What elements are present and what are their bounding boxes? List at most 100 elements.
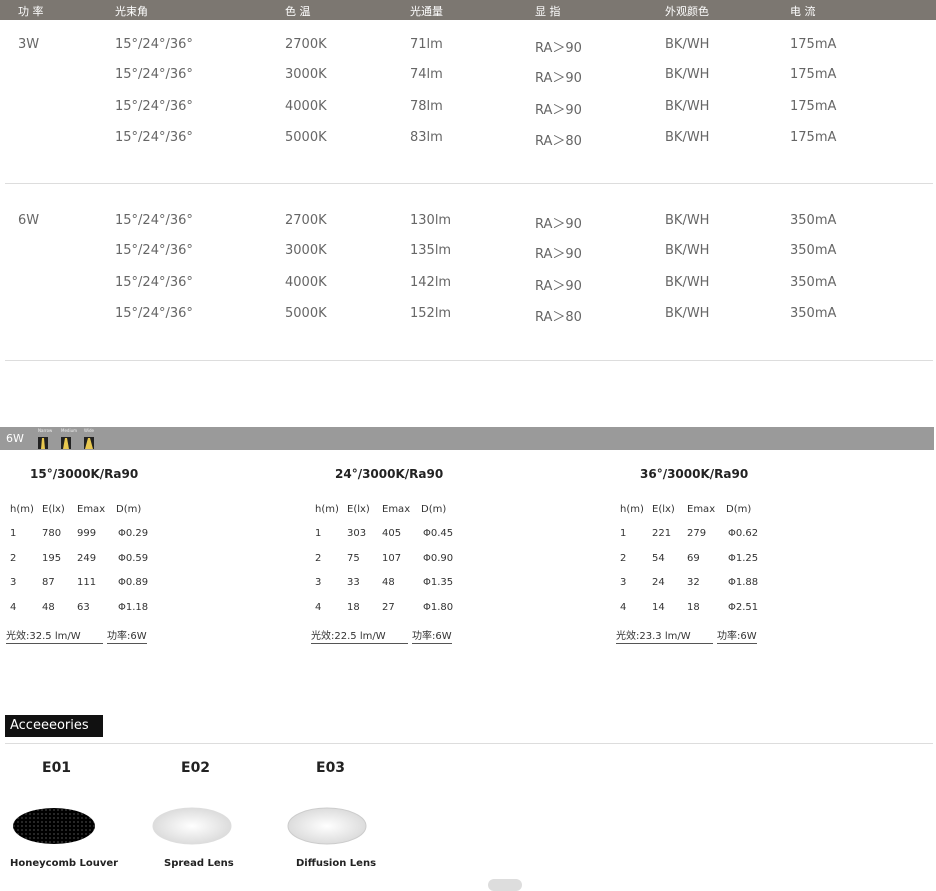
spec-cell: 5000K [285, 130, 327, 145]
divider [5, 743, 933, 744]
panel-power: 功率:6W [412, 627, 452, 644]
accessory-code: E02 [181, 760, 211, 776]
spec-cell: BK/WH [665, 275, 710, 290]
efficacy: 光效:23.3 lm/W [616, 627, 713, 644]
photometric-cell: 14 [652, 601, 665, 613]
photometric-cell: 87 [42, 577, 55, 588]
spec-cell: BK/WH [665, 213, 710, 228]
photometric-cell: 4 [10, 601, 17, 613]
photometric-cell: Φ1.88 [728, 577, 759, 588]
spec-cell: RA＞90 [535, 279, 582, 294]
spec-cell: 83lm [410, 130, 443, 145]
spec-cell: BK/WH [665, 243, 710, 258]
column-header: D(m) [421, 504, 447, 515]
column-header: 光通量 [410, 5, 443, 18]
accessory-name: Spread Lens [164, 858, 234, 869]
spec-cell: BK/WH [665, 130, 710, 145]
photometric-cell: 54 [652, 552, 665, 564]
column-header: h(m) [315, 504, 339, 515]
photometric-cell: 69 [687, 552, 700, 564]
spec-cell: 350mA [790, 243, 837, 258]
spec-cell: 74lm [410, 67, 443, 82]
spec-cell: 3000K [285, 67, 327, 82]
photometric-cell: 27 [382, 601, 395, 613]
accessories-title: Acceeeories [10, 718, 89, 733]
spec-cell: 350mA [790, 213, 837, 228]
power-label: 3W [18, 37, 40, 52]
spec-cell: 78lm [410, 99, 443, 114]
photometric-cell: 2 [315, 552, 322, 564]
spec-cell: 15°/24°/36° [115, 37, 193, 52]
spec-cell: 175mA [790, 67, 837, 82]
spec-cell: 15°/24°/36° [115, 130, 193, 145]
spec-cell: 71lm [410, 37, 443, 52]
spec-cell: 15°/24°/36° [115, 275, 193, 290]
photometric-cell: 3 [620, 577, 627, 588]
column-header: Emax [77, 504, 106, 515]
photometric-cell: 4 [315, 601, 322, 613]
column-header: 外观颜色 [665, 5, 709, 18]
accessories-title-box [5, 715, 103, 737]
column-header: D(m) [726, 504, 752, 515]
accessory-name: Honeycomb Louver [10, 858, 119, 869]
spec-cell: 15°/24°/36° [115, 213, 193, 228]
spec-cell: 4000K [285, 275, 327, 290]
spec-cell: RA＞90 [535, 103, 582, 118]
accessory-name: Diffusion Lens [296, 858, 377, 869]
photometric-cell: Φ1.18 [118, 601, 149, 613]
photometric-cell: 780 [42, 528, 62, 539]
spec-cell: 130lm [410, 213, 452, 228]
photometric-cell: 303 [347, 528, 367, 539]
scroll-button[interactable] [488, 879, 522, 891]
photometric-cell: 48 [42, 601, 55, 613]
photometric-cell: 221 [652, 528, 672, 539]
column-header: E(lx) [347, 504, 370, 515]
divider [5, 183, 933, 184]
beam-icon-label: Medium [61, 428, 77, 433]
spec-cell: RA＞90 [535, 41, 582, 56]
spec-cell: 15°/24°/36° [115, 99, 193, 114]
photometric-cell: 999 [77, 528, 97, 539]
panel-title: 36°/3000K/Ra90 [640, 467, 749, 481]
photometric-cell: 279 [687, 528, 707, 539]
panel-power: 功率:6W [107, 627, 147, 644]
photometric-cell: 1 [315, 528, 322, 539]
column-header: E(lx) [652, 504, 675, 515]
photometric-cell: 3 [315, 577, 322, 588]
photometric-cell: 4 [620, 601, 627, 613]
spec-cell: 350mA [790, 275, 837, 290]
photometric-cell: 48 [382, 577, 395, 588]
divider [5, 360, 933, 361]
panel-power: 功率:6W [717, 627, 757, 644]
photometric-cell: Φ1.80 [423, 601, 454, 613]
photometric-cell: 195 [42, 552, 62, 564]
power-label: 6W [18, 213, 40, 228]
spec-cell: RA＞80 [535, 310, 582, 325]
photometric-cell: 111 [77, 577, 97, 588]
column-header: D(m) [116, 504, 142, 515]
spec-cell: 142lm [410, 275, 452, 290]
spec-cell: BK/WH [665, 306, 710, 321]
spec-cell: BK/WH [665, 99, 710, 114]
spec-cell: 135lm [410, 243, 452, 258]
photometric-cell: 32 [687, 577, 700, 588]
column-header: 电 流 [790, 5, 816, 18]
accessory-code: E01 [42, 760, 72, 776]
photometric-cell: Φ1.35 [423, 577, 454, 588]
spec-cell: 175mA [790, 37, 837, 52]
spec-cell: 152lm [410, 306, 452, 321]
accessory-code: E03 [316, 760, 346, 776]
spec-cell: BK/WH [665, 67, 710, 82]
column-header: 功 率 [18, 5, 44, 18]
spec-cell: BK/WH [665, 37, 710, 52]
panel-title: 15°/3000K/Ra90 [30, 467, 139, 481]
photometric-cell: 75 [347, 552, 360, 564]
beam-icons [38, 437, 94, 449]
efficacy: 光效:22.5 lm/W [311, 627, 408, 644]
spec-cell: 15°/24°/36° [115, 243, 193, 258]
spec-cell: RA＞80 [535, 134, 582, 149]
photometric-bar [0, 427, 934, 450]
efficacy: 光效:32.5 lm/W [6, 627, 103, 644]
photometric-cell: 107 [382, 552, 402, 564]
